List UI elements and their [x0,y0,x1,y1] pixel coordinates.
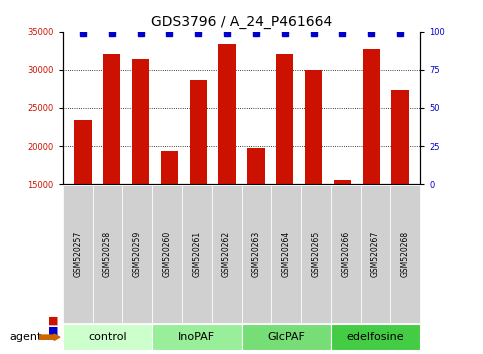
Bar [218,44,236,184]
Text: GSM520258: GSM520258 [103,231,112,277]
Bar [103,54,120,184]
Bar [190,80,207,184]
Text: GSM520265: GSM520265 [312,231,320,277]
Bar [132,59,149,184]
Text: GSM520268: GSM520268 [401,231,410,277]
Text: GSM520259: GSM520259 [133,231,142,277]
Text: GSM520264: GSM520264 [282,231,291,277]
Text: GSM520257: GSM520257 [73,231,82,277]
Text: GSM520261: GSM520261 [192,231,201,277]
Text: ■: ■ [48,315,59,325]
Text: GSM520263: GSM520263 [252,231,261,277]
Text: GSM520266: GSM520266 [341,231,350,277]
Text: GSM520262: GSM520262 [222,231,231,277]
Text: count: count [68,315,95,325]
Bar [161,150,178,184]
Bar [334,179,351,184]
Bar [276,54,293,184]
Text: InoPAF: InoPAF [178,332,215,342]
Bar [247,148,265,184]
Title: GDS3796 / A_24_P461664: GDS3796 / A_24_P461664 [151,16,332,29]
Bar [363,49,380,184]
Text: control: control [88,332,127,342]
Text: edelfosine: edelfosine [347,332,404,342]
Bar [391,91,409,184]
Bar [74,120,92,184]
Text: GSM520267: GSM520267 [371,231,380,277]
Text: agent: agent [10,332,42,342]
Bar [305,70,322,184]
Text: GlcPAF: GlcPAF [267,332,305,342]
Text: percentile rank within the sample: percentile rank within the sample [68,326,233,336]
Text: GSM520260: GSM520260 [163,231,171,277]
Text: ■: ■ [48,326,59,336]
